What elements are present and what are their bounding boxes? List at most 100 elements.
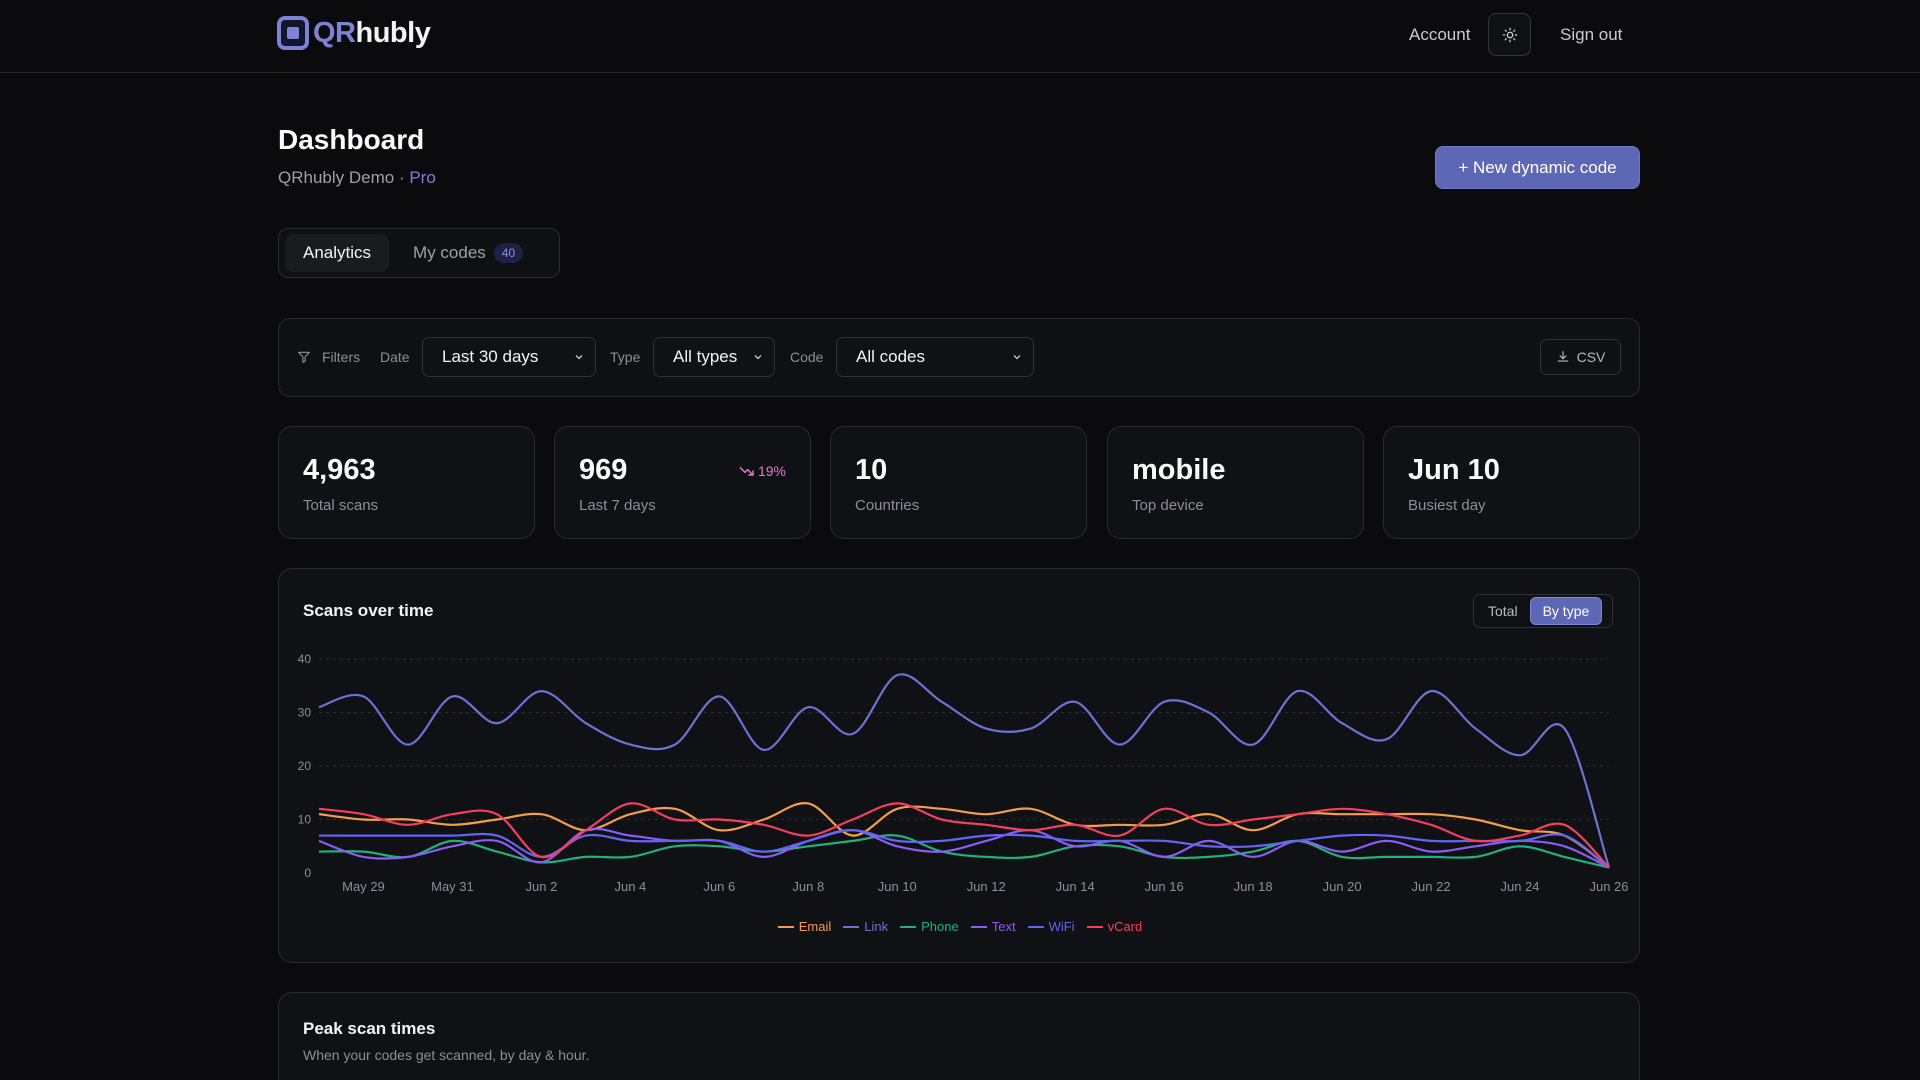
code-select[interactable]: All codes [836,337,1034,377]
stat-label: Busiest day [1408,497,1486,514]
y-tick-label: 0 [304,866,311,880]
csv-label: CSV [1576,349,1606,365]
x-tick-label: Jun 26 [1589,879,1628,894]
account-link[interactable]: Account [1409,25,1471,44]
stat-value: 4,963 [303,454,376,486]
tab-analytics[interactable]: Analytics [285,234,390,272]
stat-label: Top device [1132,497,1204,514]
date-range-select[interactable]: Last 30 days [422,337,596,377]
download-icon [1557,351,1568,362]
x-tick-label: Jun 12 [967,879,1006,894]
stat-label: Total scans [303,497,379,514]
legend-swatch [970,925,987,928]
legend-label: Phone [921,919,959,934]
subtitle-separator: · [394,168,410,187]
x-tick-label: Jun 18 [1234,879,1273,894]
legend-label: Text [991,919,1016,934]
logo-qr-text: QR [313,16,356,49]
scans-over-time-card: Scans over time Total By type 0 10 20 30 40 M… [278,568,1640,963]
x-tick-label: Jun 16 [1145,879,1184,894]
chart-mode-toggle: Total By type [1473,594,1613,628]
page-subtitle: QRhubly Demo · Pro [278,168,436,188]
code-filter-label: Code [790,349,824,365]
legend-item-vcard[interactable]: vCard [1086,919,1143,934]
y-tick-label: 40 [298,652,312,666]
tab-my-codes-label: My codes [413,243,486,262]
plan-badge[interactable]: Pro [409,168,436,187]
chevron-down-icon [754,355,762,360]
series-line-link [318,673,1611,868]
date-filter-label: Date [380,349,410,365]
stat-value: mobile [1132,454,1226,486]
date-range-value: Last 30 days [442,347,539,366]
toggle-total[interactable]: Total [1488,603,1518,619]
page-title: Dashboard [278,124,425,155]
x-tick-label: Jun 24 [1501,879,1540,894]
x-tick-label: Jun 22 [1412,879,1451,894]
x-tick-label: Jun 4 [614,879,646,894]
filters-label: Filters [322,349,361,365]
trend-indicator: 19% [739,463,786,479]
y-tick-label: 30 [298,706,312,720]
legend-item-wifi[interactable]: WiFi [1027,919,1075,934]
y-tick-label: 20 [298,759,312,773]
x-tick-label: May 29 [342,879,385,894]
tab-my-codes[interactable]: My codes 40 [395,234,541,272]
new-dynamic-code-button[interactable]: + New dynamic code [1435,146,1640,189]
legend-item-link[interactable]: Link [843,919,888,934]
app-logo[interactable]: QRhubly [277,16,431,50]
tab-analytics-label: Analytics [303,243,372,262]
legend-item-phone[interactable]: Phone [900,919,959,934]
logo-wordmark: QRhubly [313,16,431,50]
x-tick-label: Jun 2 [526,879,558,894]
peak-scan-times-card: Peak scan times When your codes get scan… [278,992,1640,1080]
legend-swatch [1086,925,1103,928]
chart-title: Scans over time [303,601,434,620]
scans-line-chart[interactable]: 0 10 20 30 40 May 29 May 31 Jun 2 Jun 4 Jun 6 Jun … [279,569,1641,914]
chart-legend: Email Link Phone Text WiFi vCard [279,919,1641,934]
legend-swatch [1027,925,1044,928]
codes-count-badge: 40 [493,243,524,263]
series-line-text [318,827,1610,869]
trending-down-icon [739,466,754,476]
view-tabs: Analytics My codes 40 [278,228,560,278]
stat-label: Last 7 days [579,497,656,514]
legend-swatch [777,925,794,928]
legend-swatch [900,925,917,928]
peak-subtitle: When your codes get scanned, by day & ho… [303,1047,590,1063]
stat-card-countries: 10 Countries [830,426,1087,539]
legend-item-text[interactable]: Text [970,919,1016,934]
type-select[interactable]: All types [653,337,775,377]
toggle-by-type[interactable]: By type [1529,597,1603,625]
x-tick-label: Jun 6 [703,879,735,894]
stat-card-top-device: mobile Top device [1107,426,1364,539]
legend-swatch [843,925,860,928]
x-tick-label: Jun 8 [792,879,824,894]
chevron-down-icon [1013,355,1021,360]
peak-title: Peak scan times [303,1019,436,1038]
sun-icon [1502,27,1517,42]
stat-card-busiest-day: Jun 10 Busiest day [1383,426,1640,539]
top-navbar: QRhubly Account Sign out [0,0,1920,73]
filters-bar: Filters Date Last 30 days Type All types… [278,318,1640,397]
type-filter-label: Type [610,349,641,365]
stat-label: Countries [855,497,920,514]
filter-icon [298,351,310,363]
y-tick-label: 10 [298,813,312,827]
stat-value: 10 [855,454,888,486]
trend-value: 19% [757,463,786,479]
series-line-vcard [318,802,1610,869]
code-value: All codes [856,347,925,366]
legend-label: WiFi [1048,919,1075,934]
theme-toggle-button[interactable] [1488,13,1531,56]
stat-value: 969 [579,454,628,486]
x-tick-label: Jun 10 [878,879,917,894]
x-tick-label: Jun 20 [1323,879,1362,894]
legend-label: vCard [1107,919,1143,934]
export-csv-button[interactable]: CSV [1540,339,1621,375]
type-value: All types [673,347,738,366]
logo-mark-icon [277,16,309,50]
logo-rest-text: hubly [355,16,431,49]
legend-item-email[interactable]: Email [777,919,831,934]
sign-out-link[interactable]: Sign out [1560,25,1623,44]
